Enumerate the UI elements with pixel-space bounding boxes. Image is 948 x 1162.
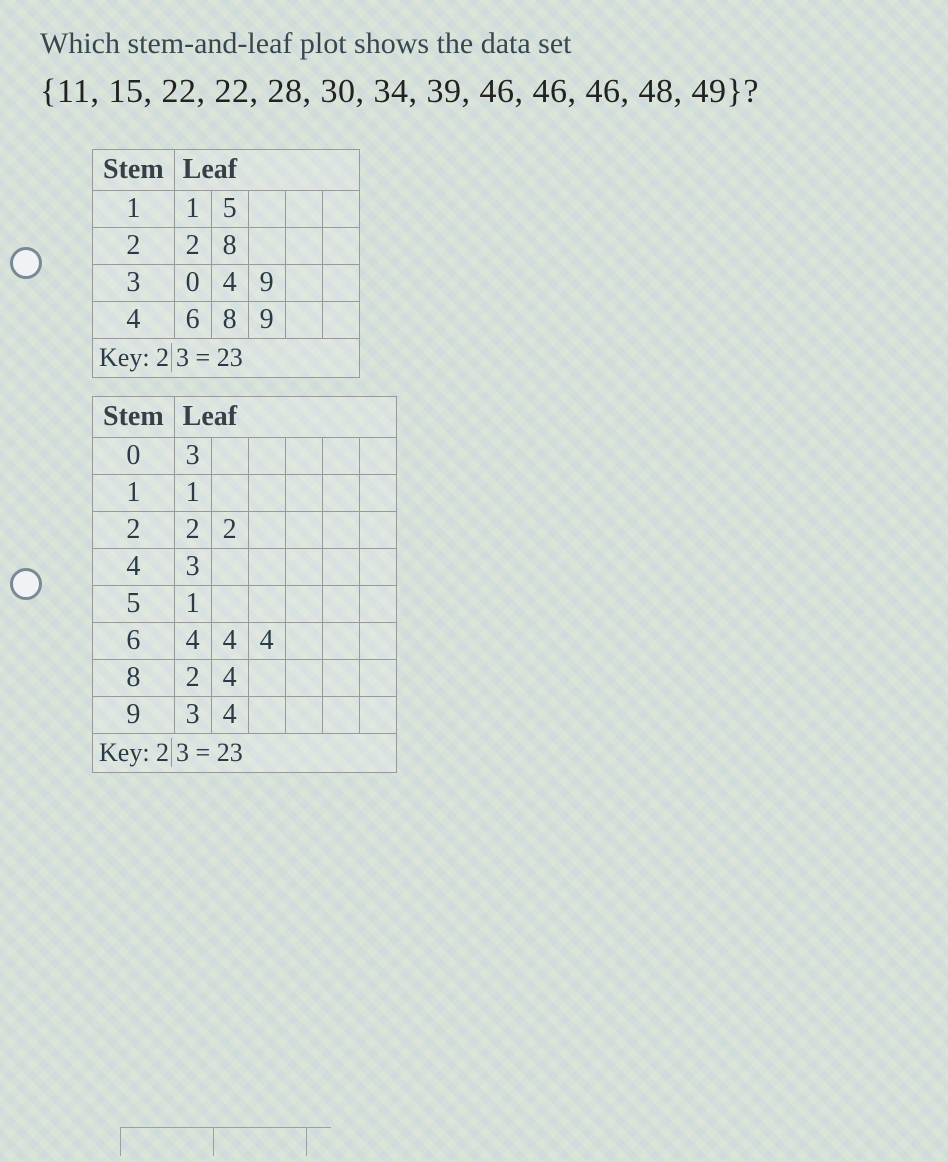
option-b-row: StemLeaf031122243516444824934Key: 23 = 2… (0, 396, 948, 773)
leaf-cell (322, 511, 359, 548)
leaf-cell: 4 (248, 622, 285, 659)
leaf-cell: 9 (248, 301, 285, 338)
key-text: Key: 23 = 23 (93, 338, 360, 377)
leaf-cell (248, 474, 285, 511)
leaf-cell (359, 622, 396, 659)
leaf-cell (359, 659, 396, 696)
leaf-cell: 9 (248, 264, 285, 301)
leaf-cell (248, 585, 285, 622)
leaf-cell (322, 622, 359, 659)
leaf-cell (248, 548, 285, 585)
leaf-cell: 1 (174, 474, 211, 511)
leaf-cell (248, 437, 285, 474)
leaf-cell (322, 437, 359, 474)
leaf-cell (359, 511, 396, 548)
leaf-cell (359, 585, 396, 622)
leaf-cell: 8 (211, 227, 248, 264)
leaf-cell (322, 301, 359, 338)
leaf-cell (211, 474, 248, 511)
leaf-cell: 6 (174, 301, 211, 338)
leaf-cell: 4 (211, 622, 248, 659)
leaf-cell (248, 227, 285, 264)
stem-cell: 2 (93, 511, 175, 548)
leaf-cell (211, 437, 248, 474)
leaf-cell (285, 227, 322, 264)
leaf-cell (359, 474, 396, 511)
leaf-cell: 4 (211, 264, 248, 301)
leaf-cell: 5 (211, 190, 248, 227)
leaf-header: Leaf (174, 396, 396, 437)
stem-cell: 4 (93, 548, 175, 585)
leaf-cell: 1 (174, 585, 211, 622)
stem-cell: 1 (93, 190, 175, 227)
leaf-cell (322, 696, 359, 733)
stem-header: Stem (93, 149, 175, 190)
leaf-cell: 3 (174, 696, 211, 733)
stem-cell: 9 (93, 696, 175, 733)
leaf-cell (285, 548, 322, 585)
leaf-cell (248, 190, 285, 227)
leaf-cell (285, 474, 322, 511)
leaf-cell (322, 264, 359, 301)
option-a-radio[interactable] (10, 247, 42, 279)
leaf-cell (359, 437, 396, 474)
question-prompt: Which stem-and-leaf plot shows the data … (0, 0, 948, 73)
leaf-cell (285, 585, 322, 622)
leaf-cell (322, 659, 359, 696)
stem-cell: 3 (93, 264, 175, 301)
leaf-cell: 1 (174, 190, 211, 227)
leaf-cell (285, 264, 322, 301)
partial-next-table (120, 1127, 331, 1156)
leaf-cell (359, 696, 396, 733)
leaf-cell (285, 622, 322, 659)
leaf-cell: 3 (174, 437, 211, 474)
leaf-cell (322, 474, 359, 511)
key-text: Key: 23 = 23 (93, 733, 397, 772)
stem-cell: 8 (93, 659, 175, 696)
leaf-cell (285, 511, 322, 548)
option-b-table: StemLeaf031122243516444824934Key: 23 = 2… (92, 396, 397, 773)
leaf-cell (322, 585, 359, 622)
leaf-cell (285, 659, 322, 696)
leaf-cell (285, 301, 322, 338)
leaf-cell (285, 190, 322, 227)
leaf-cell: 4 (211, 696, 248, 733)
stem-cell: 0 (93, 437, 175, 474)
leaf-cell (248, 696, 285, 733)
leaf-cell: 0 (174, 264, 211, 301)
leaf-cell (211, 585, 248, 622)
leaf-cell: 2 (174, 659, 211, 696)
leaf-cell: 2 (211, 511, 248, 548)
leaf-cell (285, 437, 322, 474)
leaf-cell (285, 696, 322, 733)
leaf-cell: 8 (211, 301, 248, 338)
leaf-cell: 2 (174, 227, 211, 264)
leaf-header: Leaf (174, 149, 359, 190)
question-dataset: {11, 15, 22, 22, 28, 30, 34, 39, 46, 46,… (0, 73, 948, 131)
leaf-cell (322, 190, 359, 227)
leaf-cell (359, 548, 396, 585)
stem-cell: 5 (93, 585, 175, 622)
leaf-cell (322, 227, 359, 264)
option-a-row: StemLeaf11522830494689Key: 23 = 23 (0, 149, 948, 378)
stem-cell: 6 (93, 622, 175, 659)
stem-cell: 2 (93, 227, 175, 264)
leaf-cell (248, 659, 285, 696)
leaf-cell (211, 548, 248, 585)
leaf-cell: 4 (211, 659, 248, 696)
stem-header: Stem (93, 396, 175, 437)
leaf-cell: 3 (174, 548, 211, 585)
stem-cell: 1 (93, 474, 175, 511)
option-a-table: StemLeaf11522830494689Key: 23 = 23 (92, 149, 360, 378)
leaf-cell (248, 511, 285, 548)
leaf-cell: 2 (174, 511, 211, 548)
leaf-cell (322, 548, 359, 585)
leaf-cell: 4 (174, 622, 211, 659)
option-b-radio[interactable] (10, 568, 42, 600)
stem-cell: 4 (93, 301, 175, 338)
